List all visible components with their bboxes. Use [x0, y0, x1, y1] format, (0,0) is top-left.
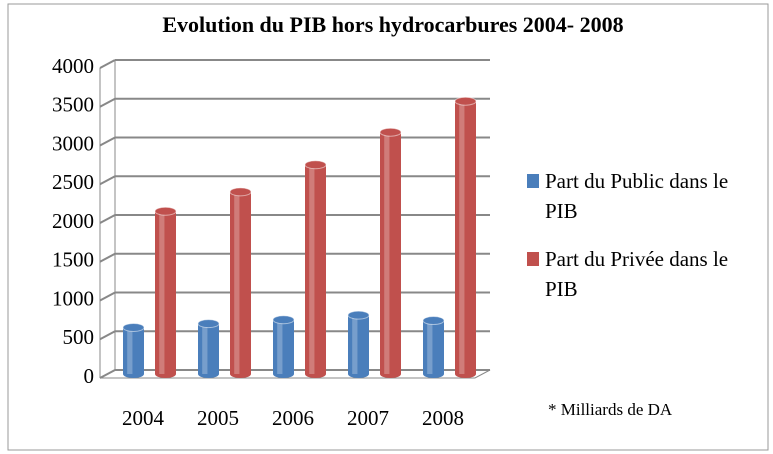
y-tick-label: 3000 — [52, 131, 94, 155]
grid-line-side — [99, 214, 116, 224]
y-tick-label: 1000 — [52, 286, 94, 310]
bar-shine — [234, 191, 240, 374]
bar-bottom — [273, 370, 294, 378]
bar-top — [422, 316, 445, 326]
x-tick-label: 2006 — [272, 406, 314, 430]
x-tick-label: 2004 — [122, 406, 165, 430]
grid-line-side — [99, 136, 116, 147]
bar — [230, 191, 251, 374]
bar-shine — [127, 327, 133, 374]
bar — [123, 327, 144, 374]
bar — [273, 319, 294, 374]
bar-bottom — [198, 370, 219, 378]
bar-top — [454, 96, 477, 106]
x-tick-label: 2005 — [197, 406, 239, 430]
legend-entry: Part du Public dans le PIB — [527, 166, 755, 226]
bar-bottom — [155, 370, 176, 378]
bar-bottom — [380, 370, 401, 378]
bar-bottom — [423, 370, 444, 378]
legend-swatch — [527, 174, 539, 188]
legend-entry: Part du Privée dans le PIB — [527, 244, 755, 304]
frame-border — [7, 3, 769, 451]
grid-line-side — [99, 252, 116, 263]
grid-line-side — [99, 175, 116, 186]
bar — [155, 211, 176, 374]
legend-label: Part du Privée dans le PIB — [545, 247, 729, 301]
bar-top — [154, 206, 177, 216]
bar — [305, 164, 326, 374]
y-tick-label: 0 — [84, 364, 95, 388]
bar-top — [122, 323, 145, 332]
grid-line-side — [99, 59, 116, 69]
bar — [455, 101, 476, 374]
bar-shine — [459, 101, 465, 374]
bar-shine — [309, 164, 315, 374]
y-tick-label: 500 — [63, 325, 95, 349]
bar-bottom — [305, 370, 326, 378]
bar-top — [229, 187, 252, 197]
bar — [348, 315, 369, 374]
annotation: * Milliards de DA — [548, 400, 673, 419]
chart-title: Evolution du PIB hors hydrocarbures 2004… — [162, 12, 623, 37]
y-tick-label: 1500 — [52, 248, 94, 272]
bar-top — [304, 160, 327, 170]
bar-bottom — [348, 370, 369, 378]
grid-line-side — [99, 369, 116, 379]
bar-shine — [159, 211, 165, 374]
bar-bottom — [230, 370, 251, 378]
bar-shine — [202, 323, 208, 374]
bar-bottom — [455, 370, 476, 378]
bar-top — [379, 127, 402, 137]
bar — [198, 323, 219, 374]
bar-top — [197, 319, 220, 329]
legend-swatch — [527, 252, 539, 266]
bar-shine — [277, 319, 283, 374]
grid-line-side — [99, 291, 116, 302]
bar — [380, 132, 401, 374]
bar — [423, 320, 444, 374]
x-tick-label: 2008 — [422, 406, 464, 430]
plot-area: 0 500 1000 1500 2000 2500 3000 3500 4000 2004 2005… — [52, 54, 491, 430]
bar-shine — [352, 315, 358, 374]
x-tick-label: 2007 — [347, 406, 389, 430]
bar-shine — [384, 132, 390, 374]
bar-top — [272, 315, 295, 325]
y-tick-label: 3500 — [52, 93, 94, 117]
bar-bottom — [123, 370, 144, 378]
grid-line-side — [99, 97, 116, 108]
legend-label: Part du Public dans le PIB — [545, 169, 729, 223]
grid-line-side — [99, 330, 116, 341]
y-tick-label: 4000 — [52, 54, 94, 78]
y-tick-label: 2500 — [52, 170, 94, 194]
bar-top — [347, 310, 370, 320]
bar-shine — [427, 320, 433, 374]
y-tick-label: 2000 — [52, 209, 94, 233]
